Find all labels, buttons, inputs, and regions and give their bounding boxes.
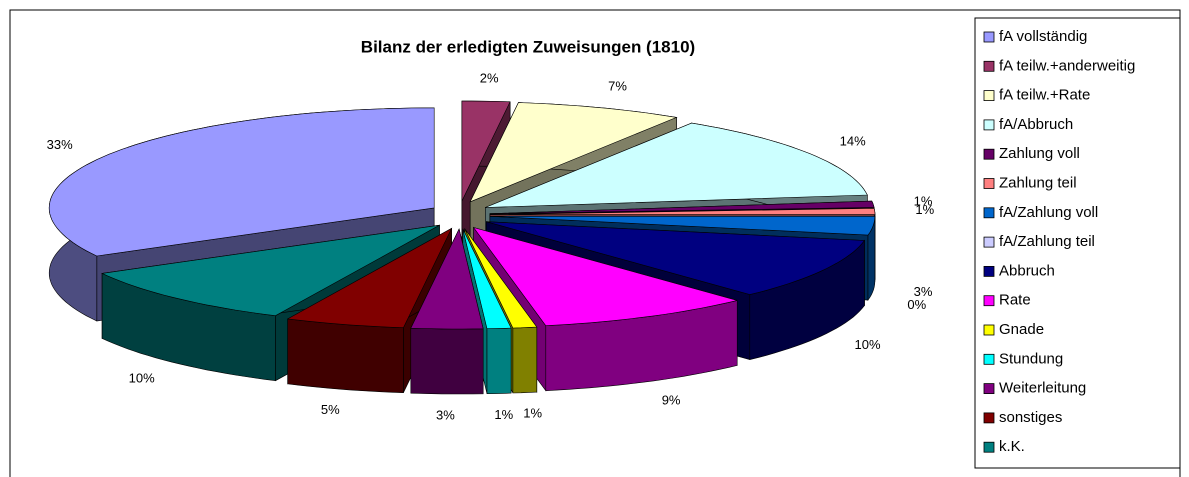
data-label: 1% [914,194,933,209]
legend-swatch [983,60,995,72]
slice-top [489,216,876,236]
data-label: 1% [915,202,934,217]
legend-label: fA/Zahlung voll [999,204,1098,221]
slice-top [469,102,678,203]
slice-top [485,122,868,208]
slice-top [486,221,866,295]
legend-label: fA vollständig [999,28,1087,45]
data-label: 10% [854,337,880,352]
legend-label: Stundung [999,350,1063,367]
data-label: 3% [436,407,455,422]
legend-swatch [983,31,995,43]
data-label: 3% [914,284,933,299]
legend-swatch [983,236,995,248]
legend-label: Gnade [999,321,1044,338]
legend: fA vollständig fA teilw.+anderweitig fA te… [983,28,1135,455]
legend-label: fA/Zahlung teil [999,233,1095,250]
pie-slice [410,228,484,395]
data-label: 0% [907,297,926,312]
slice-wall [287,318,404,394]
data-label: 1% [523,406,542,421]
data-label: 7% [608,78,627,93]
legend-swatch [983,265,995,277]
slice-top [472,226,738,327]
legend-label: Rate [999,292,1031,309]
legend-swatch [983,90,995,101]
pie: 33%2%7%14%1%1%3%0%10%9%1%1%3%5%10% [47,71,935,423]
legend-label: Zahlung teil [999,174,1077,191]
legend-label: Zahlung voll [999,145,1080,162]
legend-label: k.K. [999,438,1025,455]
data-label: 9% [662,393,681,408]
slice-top [461,100,511,202]
legend-swatch [983,295,995,307]
legend-label: fA teilw.+anderweitig [999,57,1135,74]
slice-top [462,228,512,330]
chart-title: Bilanz der erledigten Zuweisungen (1810) [361,37,695,56]
legend-swatch [983,324,995,336]
slice-top [286,227,453,329]
slice-top [101,224,440,317]
legend-swatch [983,441,995,453]
data-label: 1% [494,407,513,422]
legend-label: fA teilw.+Rate [999,87,1090,104]
data-label: 33% [47,137,73,152]
slice-top [410,228,484,330]
slice-wall [410,327,484,395]
slice-wall [486,327,512,395]
slice-top [489,207,876,215]
legend-swatch [983,178,995,189]
slice-wall [512,326,538,394]
legend-label: Abbruch [999,262,1055,279]
data-label: 5% [321,402,340,417]
legend-swatch [983,412,995,424]
data-label: 10% [129,371,155,386]
legend-swatch [983,383,995,395]
slice-top [489,200,875,214]
slice-top [464,228,538,329]
legend-swatch [983,148,995,160]
legend-label: Weiterleitung [999,380,1086,397]
data-label: 2% [480,71,499,86]
legend-swatch [983,207,995,219]
legend-box [974,17,1181,469]
legend-label: fA/Abbruch [999,116,1073,133]
legend-swatch [983,353,995,365]
legend-label: sonstiges [999,409,1062,426]
slice-top [48,107,435,257]
legend-swatch [983,119,995,131]
data-label: 14% [840,134,866,149]
